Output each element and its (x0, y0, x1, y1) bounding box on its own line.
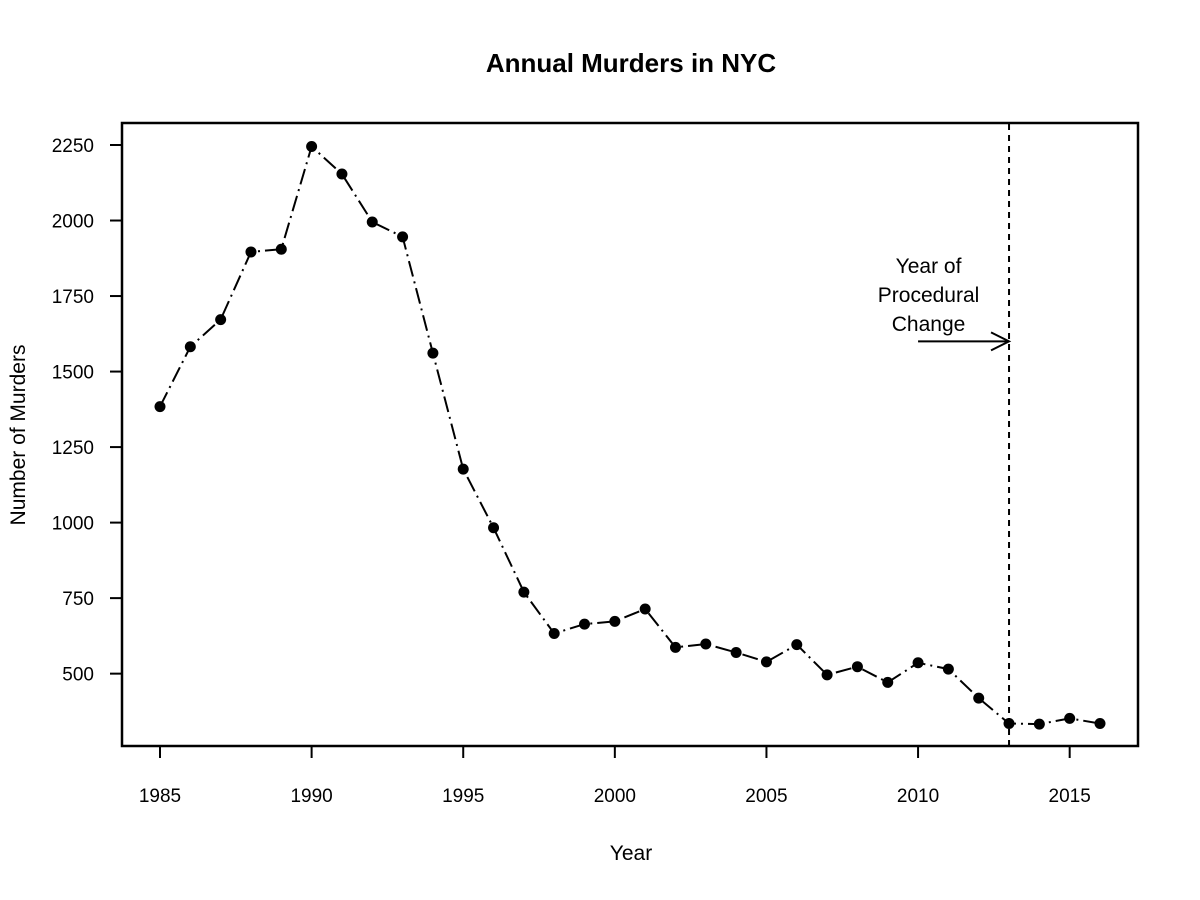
data-point (579, 618, 591, 630)
annotation-layer: Year of Procedural Change (878, 124, 1012, 745)
y-tick-label: 1500 (52, 363, 94, 384)
data-point (791, 639, 803, 651)
x-tick-label: 1985 (139, 786, 181, 807)
data-point (973, 692, 985, 704)
data-point (397, 231, 409, 243)
x-axis: 1985 1990 1995 2000 2005 2010 2015 (139, 746, 1091, 807)
y-tick-label: 1250 (52, 438, 94, 459)
x-tick-label: 2000 (594, 786, 636, 807)
data-point (154, 401, 166, 413)
data-point (457, 463, 469, 475)
data-point (275, 243, 287, 255)
data-point (639, 603, 651, 615)
data-point (1064, 712, 1076, 724)
y-tick-label: 500 (62, 665, 94, 686)
y-tick-label: 2000 (52, 212, 94, 233)
data-point (215, 314, 227, 326)
series-line (159, 144, 1101, 726)
data-point (336, 168, 348, 180)
data-point (821, 669, 833, 681)
annotation-text: Procedural (878, 284, 980, 307)
annotation-text: Change (892, 313, 966, 336)
data-point (760, 656, 772, 668)
data-point (1033, 718, 1045, 730)
data-point (730, 647, 742, 658)
data-point (882, 676, 894, 688)
y-tick-label: 1750 (52, 287, 94, 308)
data-point (609, 615, 621, 627)
annotation-arrowhead (990, 331, 1012, 352)
data-point (548, 627, 560, 639)
data-point (669, 641, 681, 653)
y-tick-label: 750 (62, 589, 94, 610)
data-point (1094, 717, 1106, 729)
data-point (518, 586, 530, 598)
data-point (245, 246, 257, 258)
data-point (942, 663, 954, 675)
data-point (851, 661, 863, 673)
data-point (427, 347, 439, 359)
data-point (700, 638, 712, 650)
x-tick-label: 1990 (290, 786, 332, 807)
series-layer (154, 141, 1106, 730)
data-point (488, 522, 500, 534)
y-tick-label: 2250 (52, 136, 94, 157)
x-axis-title: Year (610, 842, 652, 865)
chart-title: Annual Murders in NYC (486, 48, 777, 78)
x-tick-label: 2010 (897, 786, 939, 807)
x-tick-label: 2005 (745, 786, 787, 807)
x-tick-label: 2015 (1049, 786, 1091, 807)
plot-frame (120, 121, 1140, 748)
y-axis: 500 750 1000 1250 1500 1750 2000 2250 (52, 136, 122, 686)
data-point (306, 141, 318, 153)
data-point (184, 341, 196, 353)
annotation-text: Year of (896, 255, 962, 278)
y-axis-title: Number of Murders (7, 345, 30, 526)
data-point (366, 216, 378, 228)
x-tick-label: 1995 (442, 786, 484, 807)
data-point (912, 657, 924, 669)
y-tick-label: 1000 (52, 514, 94, 535)
